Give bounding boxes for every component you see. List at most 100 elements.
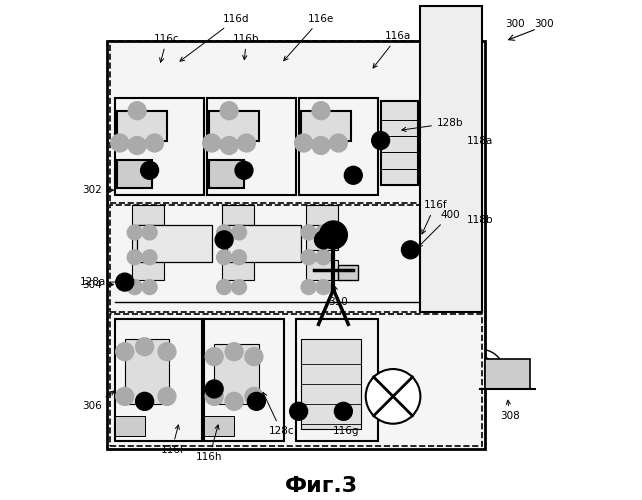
Circle shape	[216, 280, 232, 294]
Bar	[221, 230, 254, 250]
Circle shape	[205, 388, 223, 406]
Text: Фиг.3: Фиг.3	[284, 476, 358, 496]
Text: 116i: 116i	[160, 425, 184, 454]
Bar	[132, 230, 164, 250]
Bar	[110, 314, 483, 446]
Bar	[306, 230, 338, 250]
Circle shape	[127, 250, 142, 264]
Circle shape	[141, 162, 159, 180]
Circle shape	[315, 231, 333, 249]
Circle shape	[312, 102, 330, 120]
Circle shape	[128, 102, 146, 120]
Circle shape	[401, 241, 419, 259]
Bar	[301, 339, 361, 428]
Circle shape	[316, 280, 331, 294]
Circle shape	[301, 225, 316, 240]
Circle shape	[116, 388, 134, 406]
Bar	[301, 110, 351, 140]
Bar	[132, 205, 164, 225]
Circle shape	[135, 392, 153, 410]
Text: 116d: 116d	[180, 14, 250, 61]
Bar	[209, 160, 244, 188]
Text: 116b: 116b	[233, 34, 260, 60]
Circle shape	[366, 369, 421, 424]
Text: 128a: 128a	[80, 277, 121, 287]
Text: 116a: 116a	[373, 31, 411, 68]
Bar	[338, 264, 358, 280]
Circle shape	[334, 402, 352, 420]
Circle shape	[216, 225, 232, 240]
Circle shape	[111, 134, 128, 152]
Text: 116e: 116e	[284, 14, 334, 60]
Text: 300: 300	[535, 18, 554, 28]
Bar	[306, 205, 338, 225]
Circle shape	[135, 392, 153, 410]
Bar	[209, 110, 259, 140]
Text: 308: 308	[500, 400, 519, 421]
Bar	[115, 320, 202, 441]
Text: 400: 400	[418, 210, 460, 247]
Circle shape	[205, 380, 223, 398]
Circle shape	[158, 388, 176, 406]
Bar	[132, 260, 164, 280]
Circle shape	[142, 280, 157, 294]
Circle shape	[116, 342, 134, 360]
Circle shape	[135, 338, 153, 355]
Bar	[207, 98, 296, 195]
Circle shape	[203, 134, 221, 152]
Circle shape	[220, 102, 238, 120]
Circle shape	[344, 166, 362, 184]
Text: 302: 302	[83, 185, 114, 195]
Circle shape	[290, 402, 308, 420]
Text: 118a: 118a	[467, 136, 493, 145]
Circle shape	[116, 273, 134, 291]
Text: 116h: 116h	[196, 425, 223, 463]
Circle shape	[225, 342, 243, 360]
Circle shape	[245, 348, 263, 366]
Bar	[306, 260, 338, 280]
Circle shape	[232, 280, 247, 294]
Circle shape	[316, 225, 331, 240]
Text: 128c: 128c	[263, 392, 294, 436]
Text: 116g: 116g	[333, 415, 359, 436]
Bar	[204, 416, 234, 436]
Circle shape	[295, 134, 313, 152]
Circle shape	[220, 136, 238, 154]
Bar	[204, 320, 284, 441]
Circle shape	[301, 250, 316, 264]
Circle shape	[142, 225, 157, 240]
Text: 128b: 128b	[402, 118, 464, 132]
Bar	[110, 41, 483, 202]
Circle shape	[301, 280, 316, 294]
Circle shape	[232, 225, 247, 240]
Circle shape	[312, 136, 330, 154]
Bar	[117, 160, 152, 188]
Bar	[110, 205, 483, 312]
Bar	[115, 98, 204, 195]
Circle shape	[158, 342, 176, 360]
Circle shape	[329, 134, 347, 152]
Bar	[115, 416, 144, 436]
Bar	[296, 320, 378, 441]
Bar	[107, 41, 485, 449]
Circle shape	[216, 250, 232, 264]
Bar	[227, 225, 301, 262]
Circle shape	[127, 280, 142, 294]
Circle shape	[247, 392, 265, 410]
Bar	[221, 205, 254, 225]
Circle shape	[232, 250, 247, 264]
Bar	[299, 98, 378, 195]
Bar	[485, 359, 530, 389]
Circle shape	[127, 225, 142, 240]
Text: 300: 300	[505, 18, 525, 28]
Text: 118b: 118b	[467, 215, 493, 225]
Bar	[421, 6, 483, 312]
Circle shape	[225, 392, 243, 410]
Text: 306: 306	[83, 391, 114, 411]
Circle shape	[235, 162, 253, 180]
Circle shape	[142, 250, 157, 264]
Circle shape	[238, 134, 256, 152]
Bar	[381, 101, 418, 185]
Circle shape	[215, 231, 233, 249]
Bar	[214, 344, 259, 404]
